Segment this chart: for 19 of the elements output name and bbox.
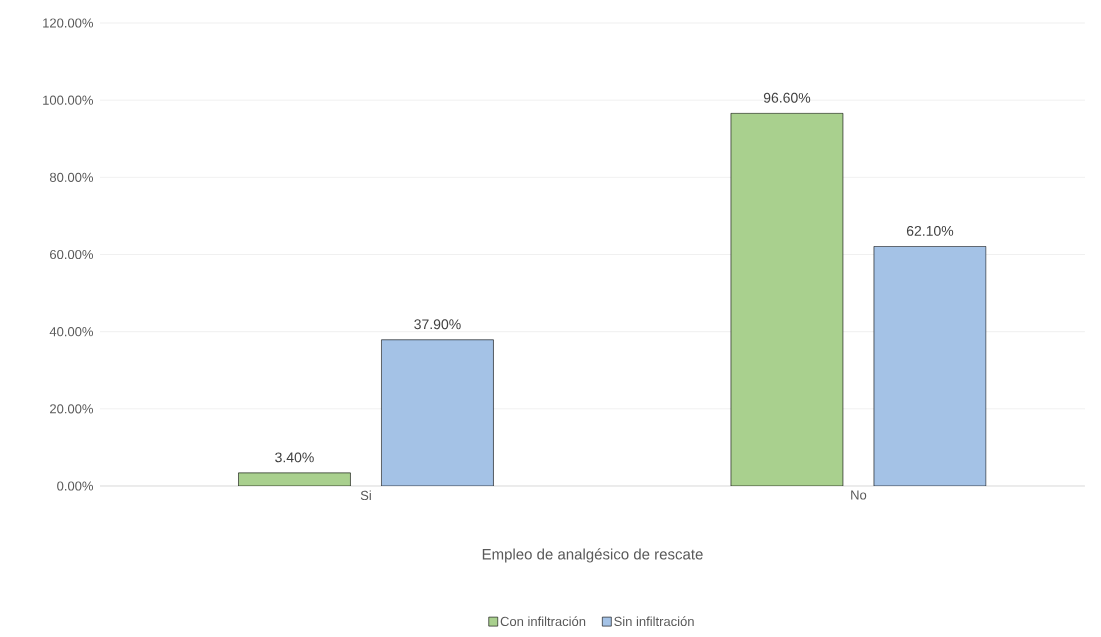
legend-label: Con infiltración	[500, 616, 586, 627]
x-tick-label: Si	[360, 490, 371, 501]
y-tick-label: 100.00%	[43, 95, 94, 105]
legend-label: Sin infiltración	[614, 616, 694, 627]
bar	[381, 339, 494, 486]
data-label: 3.40%	[275, 452, 314, 463]
data-label: 62.10%	[906, 225, 954, 236]
bar	[730, 112, 844, 486]
y-tick-label: 120.00%	[43, 18, 94, 28]
x-tick-label: No	[851, 490, 867, 500]
y-tick-label: 60.00%	[50, 249, 94, 260]
data-label: 37.90%	[414, 319, 461, 330]
bar	[873, 246, 987, 486]
y-tick-label: 40.00%	[49, 327, 94, 337]
y-tick-label: 20.00%	[50, 404, 94, 414]
x-axis-title: Empleo de analgésico de rescate	[482, 548, 703, 563]
y-tick-label: 80.00%	[49, 172, 94, 182]
y-tick-label: 0.00%	[57, 481, 94, 491]
data-label: 96.60%	[763, 92, 811, 103]
